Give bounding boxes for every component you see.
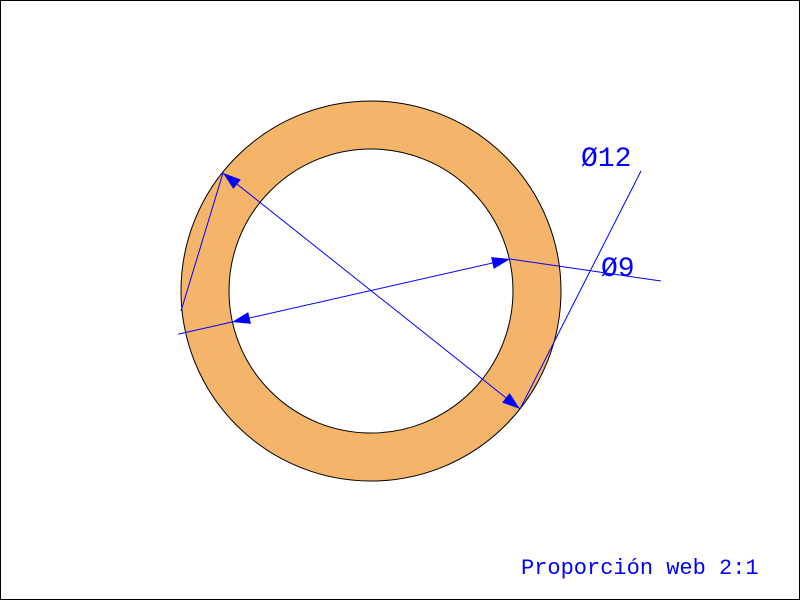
dimension-label-inner: Ø9 [601, 254, 635, 285]
dimension-label-outer: Ø12 [581, 144, 631, 175]
footer-text: Proporción web 2:1 [521, 556, 759, 581]
diagram-canvas: Ø12 Ø9 Proporción web 2:1 [0, 0, 800, 600]
diagram-svg [1, 1, 800, 600]
